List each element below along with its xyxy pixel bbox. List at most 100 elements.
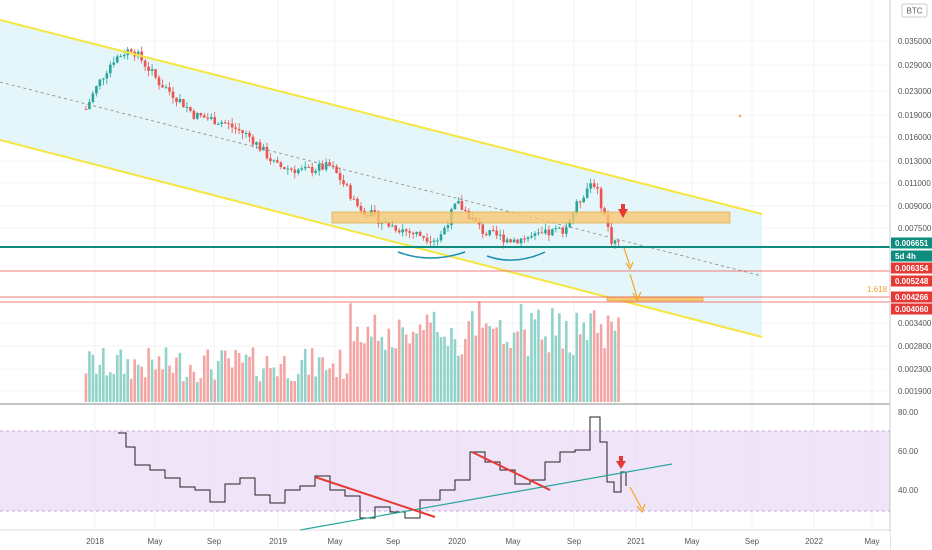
rsi-path-arrow xyxy=(629,486,643,510)
volume-bar xyxy=(293,380,297,402)
candle-body xyxy=(599,188,603,209)
candle-body xyxy=(227,123,230,125)
volume-bar xyxy=(150,359,154,402)
cup-arc-right xyxy=(486,251,546,261)
volume-bar xyxy=(147,348,150,402)
candle-body xyxy=(613,240,617,244)
candle-body xyxy=(491,230,495,232)
time-axis-panel[interactable] xyxy=(0,531,890,550)
volume-bar xyxy=(216,360,220,402)
candle-body xyxy=(547,229,551,236)
candle-body xyxy=(394,225,398,231)
candle-body xyxy=(143,60,147,67)
volume-bar xyxy=(143,377,147,402)
candle-body xyxy=(324,162,328,170)
volume-bar xyxy=(230,367,234,402)
volume-bar xyxy=(303,348,307,402)
candle-body xyxy=(102,78,105,80)
candle-body xyxy=(519,238,523,244)
volume-bar xyxy=(596,332,599,402)
candle-body xyxy=(564,227,568,234)
candle-body xyxy=(582,197,585,203)
candle-body xyxy=(481,224,485,234)
volume-bar xyxy=(425,314,429,402)
rsi-line xyxy=(118,416,627,519)
candle-body xyxy=(349,185,352,199)
candle-body xyxy=(216,123,220,125)
price-axis-panel[interactable] xyxy=(890,0,932,550)
volume-bar xyxy=(498,320,502,402)
candle-body xyxy=(161,85,164,88)
volume-bar xyxy=(554,335,558,402)
candle-body xyxy=(290,168,293,170)
rsi-tick-label: 80.00 xyxy=(898,408,919,417)
candle-body xyxy=(352,198,356,200)
candle-body xyxy=(425,237,429,242)
volume-bar xyxy=(453,339,457,402)
candle-body xyxy=(575,201,579,214)
volume-bar xyxy=(133,359,136,402)
time-label: May xyxy=(864,537,879,546)
rsi-trend-red-2 xyxy=(471,451,551,491)
candle-body xyxy=(209,117,213,119)
candle-body xyxy=(293,169,297,174)
candle-body xyxy=(196,113,199,119)
volume-bar xyxy=(446,346,450,402)
volume-bar xyxy=(251,347,255,402)
volume-bar xyxy=(408,343,411,402)
candle-body xyxy=(617,240,620,242)
time-axis-labels: 2018 May Sep 2019 May Sep 2020 May Sep 2021 May Sep… xyxy=(86,537,879,546)
volume-bar xyxy=(512,332,516,402)
volume-bar xyxy=(592,310,596,402)
volume-bar xyxy=(342,378,345,402)
candle-body xyxy=(122,55,126,57)
time-label: 2021 xyxy=(627,537,645,546)
candle-body xyxy=(98,79,102,87)
rsi-path-arrow-head xyxy=(636,503,646,514)
candle-body xyxy=(460,201,464,211)
symbol-button-label[interactable]: BTC xyxy=(907,7,923,16)
volume-bar xyxy=(164,347,168,402)
candle-body xyxy=(310,167,314,173)
price-tick-label: 0.001900 xyxy=(898,387,932,396)
candle-body xyxy=(129,49,133,52)
down-arrow-red xyxy=(618,209,628,218)
candle-body xyxy=(390,225,394,227)
time-label: Sep xyxy=(745,537,760,546)
volume-bar xyxy=(272,367,276,402)
price-tick-label: 0.029000 xyxy=(898,61,932,70)
volume-bar xyxy=(526,355,530,402)
volume-bar xyxy=(258,381,262,402)
volume-bar xyxy=(571,355,575,402)
candle-body xyxy=(171,91,175,98)
candle-body xyxy=(178,99,182,103)
volume-bar xyxy=(460,354,464,402)
volume-bars xyxy=(84,301,620,402)
candle-body xyxy=(373,210,377,213)
candle-body xyxy=(328,162,331,166)
price-tick-label: 0.035000 xyxy=(898,37,932,46)
candle-body xyxy=(119,56,123,58)
volume-bar xyxy=(213,379,217,402)
volume-bar xyxy=(464,338,467,402)
candle-body xyxy=(404,229,408,232)
volume-bar xyxy=(390,347,394,402)
symbol-button[interactable] xyxy=(901,3,928,18)
volume-bar xyxy=(324,370,328,402)
price-badge-label: 0.005248 xyxy=(895,277,929,286)
volume-bar xyxy=(202,355,206,402)
time-label: 2019 xyxy=(269,537,287,546)
volume-bar xyxy=(279,364,283,402)
volume-bar xyxy=(491,328,495,402)
candle-body xyxy=(223,122,227,124)
volume-bar xyxy=(394,348,398,402)
candle-body xyxy=(321,163,324,170)
candle-body xyxy=(578,201,582,203)
price-tick-label: 0.013000 xyxy=(898,157,932,166)
fib-label: 1.618 xyxy=(867,285,888,294)
volume-bar xyxy=(505,341,509,402)
candle-body xyxy=(314,170,317,173)
volume-bar xyxy=(154,369,157,402)
